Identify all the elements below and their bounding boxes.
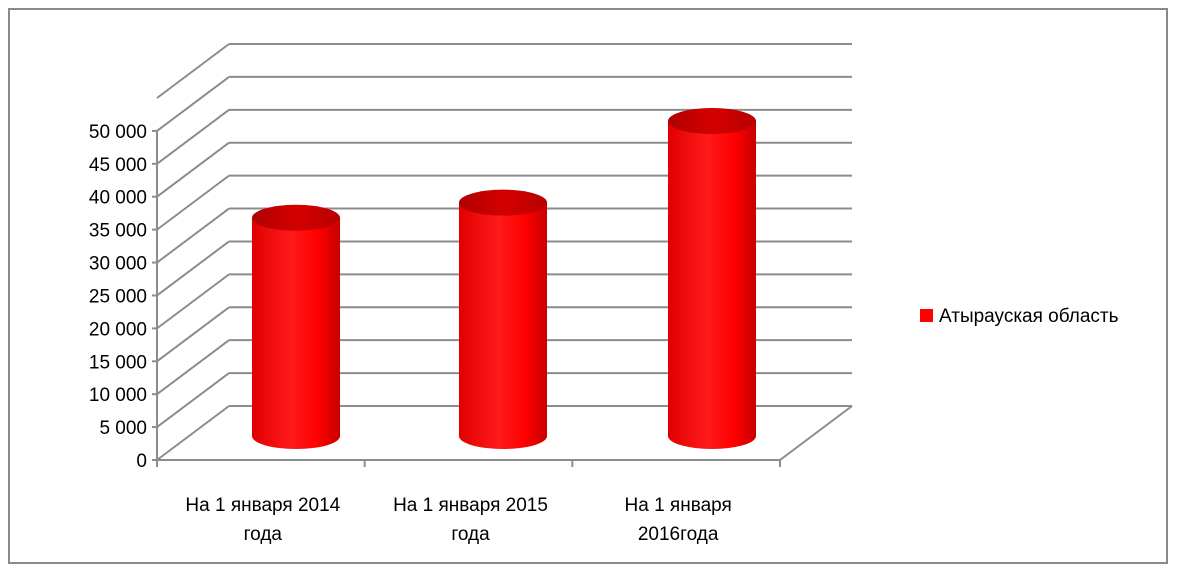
x-category-label: На 1 января 2015 года — [393, 495, 548, 545]
side-gridline — [156, 109, 230, 165]
side-gridline — [156, 76, 230, 132]
bar-body — [668, 121, 756, 449]
legend-label: Атырауская область — [939, 306, 1119, 327]
y-tick-label: 10 000 — [89, 385, 147, 406]
bar — [668, 108, 756, 449]
y-tick-label: 0 — [136, 451, 147, 472]
side-gridline — [156, 240, 230, 297]
side-gridline — [156, 306, 230, 363]
side-gridline — [156, 207, 230, 264]
y-tick-label: 50 000 — [89, 122, 147, 143]
legend-layer: Атырауская область — [920, 306, 1119, 327]
side-gridline — [156, 273, 230, 330]
side-gridline — [156, 405, 230, 461]
y-tick-label: 35 000 — [89, 221, 147, 242]
y-tick-label: 45 000 — [89, 155, 147, 176]
bar-body — [252, 217, 340, 449]
bar-top — [668, 108, 756, 135]
bar — [252, 204, 340, 449]
side-gridline — [156, 43, 230, 99]
bar-top — [459, 189, 547, 216]
chart-frame — [8, 8, 1168, 564]
side-gridline — [156, 372, 230, 428]
y-tick-label: 20 000 — [89, 319, 147, 340]
bar-layer — [252, 108, 756, 449]
side-gridline — [156, 141, 230, 198]
bar — [459, 189, 547, 449]
bar-top — [252, 204, 340, 231]
side-gridline — [156, 339, 230, 395]
y-tick-label: 30 000 — [89, 254, 147, 275]
label-layer: 0 5 000 10 000 15 000 20 000 25 000 30 000 35 0… — [89, 122, 732, 545]
x-category-label: На 1 января 2014 года — [185, 495, 340, 545]
bar-body — [459, 202, 547, 449]
y-tick-label: 40 000 — [89, 188, 147, 209]
y-tick-label: 25 000 — [89, 286, 147, 307]
floor-edge — [779, 405, 853, 461]
y-tick-label: 5 000 — [99, 418, 147, 439]
x-category-label: На 1 января 2016года — [625, 495, 732, 545]
axis-layer — [152, 129, 853, 467]
side-gridline — [156, 174, 230, 231]
legend-swatch — [920, 309, 933, 322]
y-tick-label: 15 000 — [89, 352, 147, 373]
